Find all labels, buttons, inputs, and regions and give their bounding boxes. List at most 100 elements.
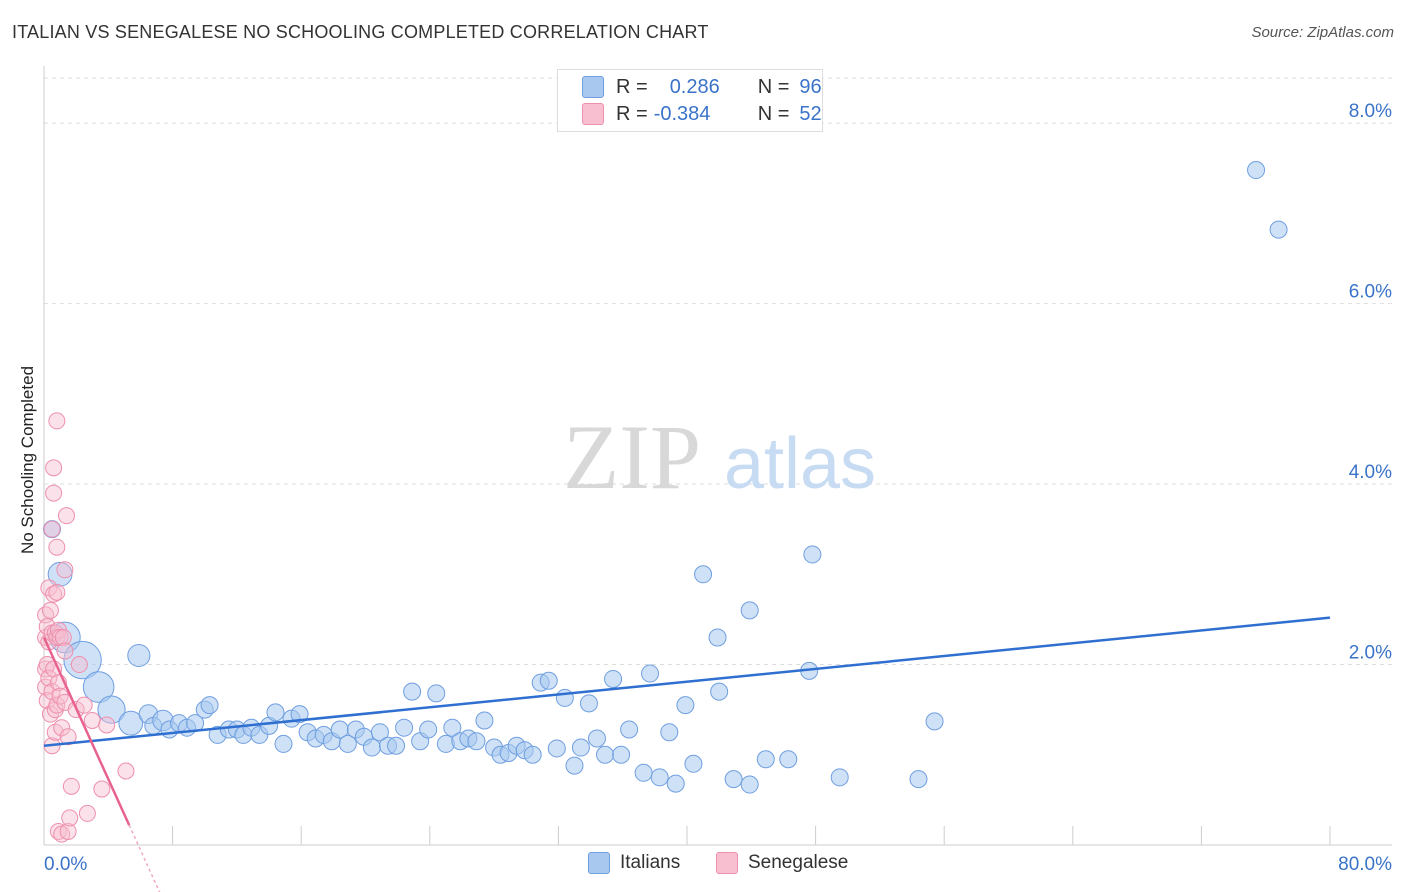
senegalese-point <box>98 716 116 734</box>
y-tick-label: 6.0% <box>1349 282 1392 303</box>
senegalese-point <box>93 780 111 798</box>
chart-title: ITALIAN VS SENEGALESE NO SCHOOLING COMPL… <box>12 22 709 42</box>
watermark-zip: ZIP <box>563 406 701 508</box>
senegalese-point <box>61 809 79 827</box>
italians-point <box>127 643 151 668</box>
senegalese-r-label: R = <box>616 102 648 125</box>
italians-n-value: 96 <box>799 75 822 98</box>
italians-point <box>403 682 422 701</box>
italians-point <box>1269 220 1288 239</box>
senegalese-point <box>117 762 135 780</box>
italians-point <box>612 745 631 764</box>
italians-r-label: R = <box>616 75 648 98</box>
italians-point <box>708 628 727 647</box>
senegalese-point <box>78 804 96 822</box>
italians-point <box>604 669 623 688</box>
italians-point <box>362 738 381 757</box>
legend-row-italians: R = 0.286 N = 96 <box>582 75 822 99</box>
italians-point <box>925 712 944 731</box>
italians-swatch <box>582 76 604 98</box>
italians-point <box>290 705 309 724</box>
senegalese-n-value: 52 <box>799 102 822 125</box>
senegalese-swatch <box>582 103 604 125</box>
italians-point <box>1247 161 1266 180</box>
bottom-italians-swatch <box>588 852 610 874</box>
senegalese-point <box>43 520 61 538</box>
senegalese-point <box>40 669 58 687</box>
y-tick-label: 8.0% <box>1349 101 1392 122</box>
italians-point <box>579 694 598 713</box>
senegalese-point <box>43 683 61 701</box>
senegalese-point <box>59 728 77 746</box>
senegalese-point <box>56 561 74 579</box>
watermark: ZIP atlas <box>563 406 876 508</box>
italians-points <box>43 161 1288 794</box>
italians-point <box>710 682 729 701</box>
senegalese-point <box>59 822 77 840</box>
y-axis-label: No Schooling Completed <box>18 365 37 555</box>
senegalese-point <box>62 777 80 795</box>
bottom-legend-italians: Italians <box>588 852 680 874</box>
legend-row-senegalese: R = -0.384 N = 52 <box>582 102 822 126</box>
senegalese-point <box>70 656 88 674</box>
italians-n-label: N = <box>757 75 790 98</box>
y-tick-labels: 2.0% 4.0% 6.0% 8.0% <box>1349 101 1392 663</box>
correlation-legend: R = 0.286 N = 96 R = -0.384 N = 52 <box>557 69 823 132</box>
italians-point <box>756 750 775 769</box>
italians-point <box>660 723 679 742</box>
senegalese-point <box>83 711 101 729</box>
italians-point <box>200 696 219 715</box>
italians-point <box>82 671 115 703</box>
italians-r-value: 0.286 <box>669 75 720 98</box>
bottom-senegalese-swatch <box>716 852 738 874</box>
italians-point <box>475 711 494 730</box>
italians-point <box>684 754 703 773</box>
grid <box>44 77 1392 666</box>
watermark-atlas: atlas <box>724 424 876 504</box>
italians-point <box>694 565 713 584</box>
senegalese-point <box>41 705 59 723</box>
y-tick-label: 4.0% <box>1349 462 1392 483</box>
italians-point <box>565 756 584 775</box>
senegalese-point <box>49 822 67 840</box>
italians-point <box>118 710 144 736</box>
italians-point <box>419 720 438 739</box>
italians-point <box>641 664 660 683</box>
senegalese-point <box>54 628 72 646</box>
italians-point <box>338 734 357 753</box>
italians-point <box>724 770 743 789</box>
axes <box>43 66 1392 846</box>
italians-point <box>370 723 389 742</box>
italians-point <box>587 729 606 748</box>
italians-point <box>523 745 542 764</box>
source-label: Source: ZipAtlas.com <box>1251 24 1394 41</box>
x-tick-labels: 0.0% 80.0% <box>44 854 1392 875</box>
senegalese-point <box>48 538 66 556</box>
italians-point <box>443 718 462 737</box>
italians-point <box>266 703 285 722</box>
senegalese-point <box>45 459 63 477</box>
senegalese-point <box>75 696 93 714</box>
senegalese-points <box>37 412 135 843</box>
senegalese-trend-line <box>42 636 131 826</box>
senegalese-point <box>58 507 76 525</box>
italians-point <box>650 768 669 787</box>
senegalese-trend-extension <box>128 824 161 892</box>
italians-point <box>634 763 653 782</box>
senegalese-n-label: N = <box>757 102 790 125</box>
italians-point <box>467 732 486 751</box>
italians-point <box>596 745 615 764</box>
senegalese-point <box>56 642 74 660</box>
senegalese-point <box>45 484 63 502</box>
x-tick-label: 80.0% <box>1338 854 1392 875</box>
senegalese-point <box>41 601 59 619</box>
trend-lines <box>42 616 1331 892</box>
italians-point <box>666 774 685 793</box>
italians-point <box>571 738 590 757</box>
senegalese-point <box>48 583 66 601</box>
bottom-legend-senegalese: Senegalese <box>716 852 848 874</box>
italians-point <box>274 734 293 753</box>
italians-point <box>427 684 446 703</box>
italians-point <box>803 545 822 564</box>
italians-point <box>676 696 695 715</box>
